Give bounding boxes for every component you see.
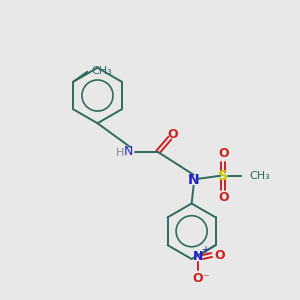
Text: CH₃: CH₃: [249, 171, 270, 181]
Text: O: O: [218, 148, 229, 160]
Text: O: O: [218, 191, 229, 204]
Text: CH₃: CH₃: [91, 66, 112, 76]
Text: N: N: [124, 146, 133, 158]
Text: ⁻: ⁻: [202, 272, 209, 285]
Text: O: O: [193, 272, 203, 285]
Text: H: H: [116, 148, 124, 158]
Text: O: O: [167, 128, 178, 141]
Text: O: O: [214, 248, 225, 262]
Text: N: N: [188, 173, 200, 187]
Text: N: N: [193, 250, 203, 263]
Text: +: +: [201, 245, 209, 255]
Text: S: S: [218, 169, 228, 183]
